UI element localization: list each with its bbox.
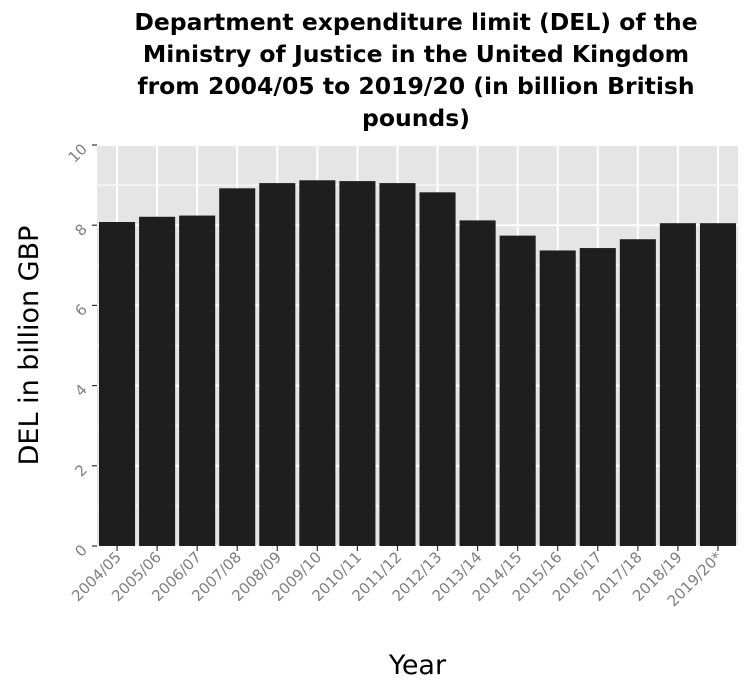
bars — [99, 180, 736, 547]
bar-2011-12 — [379, 183, 416, 546]
bar-2017-18 — [619, 239, 656, 547]
y-tick-label: 2 — [71, 461, 90, 480]
bar-2013-14 — [459, 220, 496, 546]
y-tick-label: 8 — [71, 220, 90, 239]
x-axis: 2004/052005/062006/072007/082008/092009/… — [68, 546, 726, 610]
bar-2010-11 — [339, 181, 376, 546]
bar-2005-06 — [139, 216, 176, 547]
bar-2015-16 — [539, 250, 576, 546]
y-tick-label: 6 — [71, 301, 90, 320]
bar-2018-19 — [659, 223, 696, 546]
bar-2019-20 — [699, 223, 736, 546]
y-tick-label: 4 — [71, 381, 90, 400]
y-tick-label: 10 — [65, 140, 91, 166]
y-axis-title: DEL in billion GBP — [14, 226, 45, 466]
y-tick-label: 0 — [71, 541, 90, 560]
bar-2012-13 — [419, 192, 456, 546]
bar-2009-10 — [299, 180, 336, 546]
bar-2004-05 — [99, 221, 136, 546]
bar-2007-08 — [219, 188, 256, 547]
x-axis-title: Year — [388, 650, 447, 681]
bar-2006-07 — [179, 215, 216, 547]
chart-title: Department expenditure limit (DEL) of th… — [134, 8, 698, 132]
bar-2014-15 — [499, 235, 536, 546]
bar-2008-09 — [259, 183, 296, 546]
bar-2016-17 — [579, 248, 616, 546]
y-axis: 0 2 4 6 8 10 — [65, 140, 97, 561]
